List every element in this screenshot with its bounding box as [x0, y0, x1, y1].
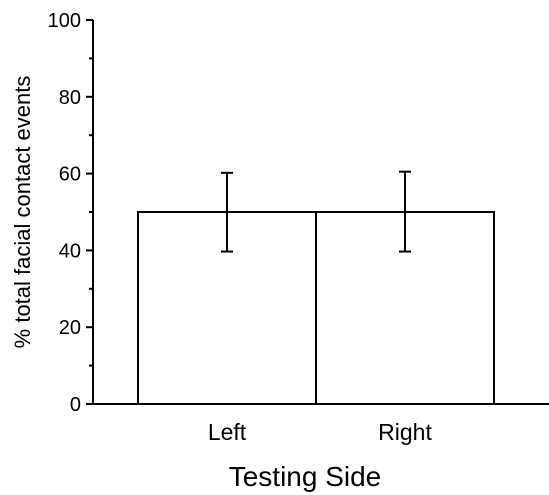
y-tick-label: 80: [59, 87, 81, 109]
x-tick-label-left: Left: [208, 419, 247, 445]
y-axis-title: % total facial contact events: [10, 76, 35, 349]
y-tick-label: 60: [59, 164, 81, 186]
y-tick-label: 100: [48, 10, 81, 32]
x-tick-label-right: Right: [378, 419, 432, 445]
y-tick-label: 40: [59, 240, 81, 262]
x-axis-title: Testing Side: [229, 461, 382, 492]
y-tick-label: 20: [59, 317, 81, 339]
y-tick-label: 0: [70, 394, 81, 416]
plot-area: 0 20 40 60 80 100 Left Right: [48, 10, 549, 445]
